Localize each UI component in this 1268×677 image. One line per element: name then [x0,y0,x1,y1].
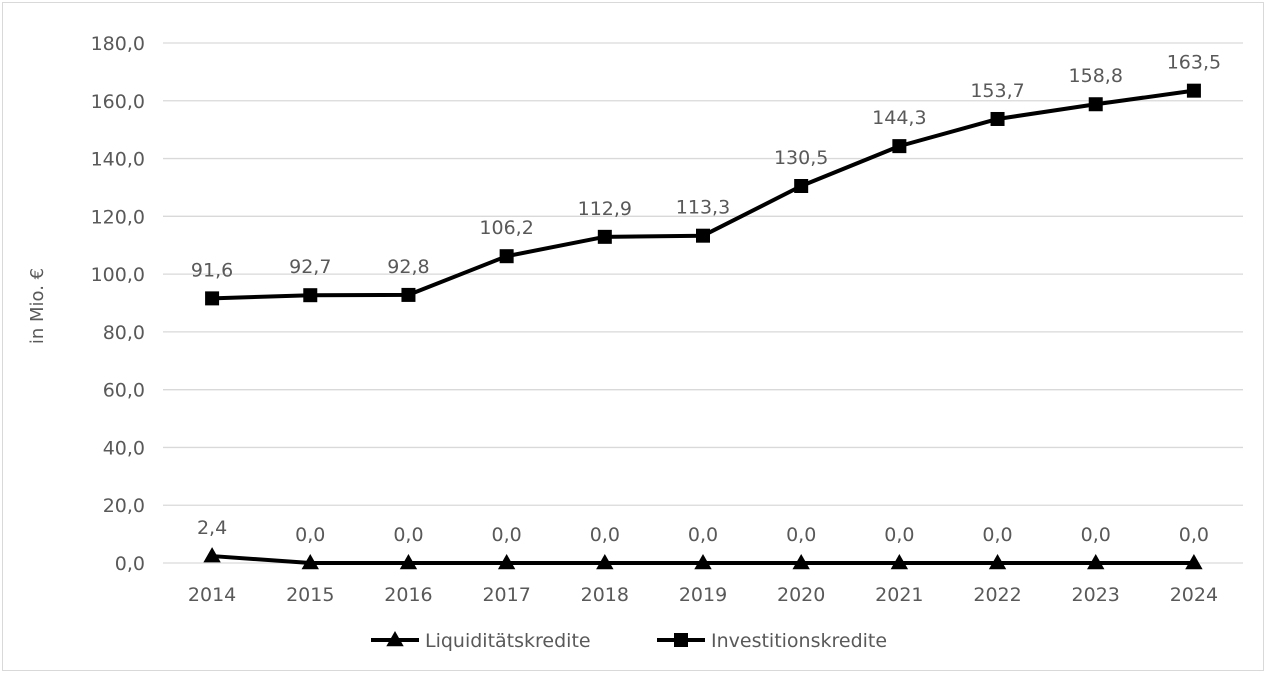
y-tick-label: 120,0 [91,206,145,228]
investitionskredite-data-label: 113,3 [676,197,730,219]
liquiditaetskredite-marker [203,547,221,563]
investitionskredite-data-label: 92,7 [289,256,331,278]
x-tick-label: 2017 [482,584,530,606]
liquiditaetskredite-marker [792,554,810,570]
investitionskredite-data-label: 158,8 [1069,65,1123,87]
investitionskredite-data-label: 144,3 [872,107,926,129]
y-tick-label: 20,0 [103,495,145,517]
y-tick-label: 140,0 [91,149,145,171]
y-tick-label: 100,0 [91,264,145,286]
investitionskredite-marker [205,291,220,306]
x-tick-label: 2021 [875,584,923,606]
x-tick-label: 2016 [384,584,432,606]
liquiditaetskredite-data-label: 0,0 [786,524,816,546]
x-tick-label: 2018 [581,584,629,606]
legend-investitionskredite-marker [674,633,688,647]
investitionskredite-data-label: 163,5 [1167,52,1221,74]
investitionskredite-data-label: 106,2 [479,217,533,239]
y-tick-label: 160,0 [91,91,145,113]
y-tick-label: 40,0 [103,437,145,459]
x-tick-label: 2024 [1170,584,1218,606]
liquiditaetskredite-data-label: 0,0 [590,524,620,546]
y-axis-tick-labels: 0,0 20,0 40,0 60,0 80,0 100,0 120,0 140,0 160,0 1… [91,33,145,575]
line-chart: 0,0 20,0 40,0 60,0 80,0 100,0 120,0 140,0 160,0 1… [27,33,1243,652]
y-tick-label: 80,0 [103,322,145,344]
y-tick-label: 180,0 [91,33,145,55]
data-labels: 2,4 0,0 0,0 0,0 0,0 0,0 0,0 0,0 0,0 0,0 0,0 91,6 92,… [191,52,1221,546]
liquiditaetskredite-marker [988,554,1007,570]
investitionskredite-data-label: 112,9 [578,198,632,220]
investitionskredite-data-label: 153,7 [970,80,1024,102]
y-tick-label: 0,0 [115,553,145,575]
investitionskredite-line [212,88,1195,301]
liquiditaetskredite-data-label: 0,0 [492,524,522,546]
liquiditaetskredite-marker [1087,554,1105,570]
legend-liquiditaetskredite-marker [386,631,404,647]
legend: Liquiditätskredite Investitionskredite [371,630,887,652]
liquiditaetskredite-marker [301,554,319,570]
x-tick-label: 2014 [188,584,236,606]
investitionskredite-marker [401,287,416,302]
x-tick-label: 2022 [973,584,1021,606]
liquiditaetskredite-data-label: 0,0 [688,524,718,546]
x-tick-label: 2019 [679,584,727,606]
liquiditaetskredite-marker [596,554,614,570]
liquiditaetskredite-data-label: 0,0 [884,524,914,546]
y-tick-label: 60,0 [103,380,145,402]
legend-liquiditaetskredite-label: Liquiditätskredite [425,630,591,652]
liquiditaetskredite-data-label: 0,0 [393,524,423,546]
investitionskredite-data-label: 91,6 [191,259,233,281]
investitionskredite-data-label: 130,5 [774,147,828,169]
x-tick-label: 2020 [777,584,825,606]
y-axis-title: in Mio. € [27,268,48,344]
liquiditaetskredite-marker [890,554,909,570]
x-tick-label: 2023 [1072,584,1120,606]
liquiditaetskredite-data-label: 0,0 [982,524,1012,546]
series-layer [203,83,1203,570]
liquiditaetskredite-data-label: 0,0 [1081,524,1111,546]
x-tick-label: 2015 [286,584,334,606]
liquiditaetskredite-marker [399,554,418,570]
liquiditaetskredite-data-label: 0,0 [1179,524,1209,546]
investitionskredite-marker [303,288,318,303]
investitionskredite-marker [696,228,710,243]
investitionskredite-marker [794,179,809,193]
investitionskredite-data-label: 92,8 [387,256,429,278]
liquiditaetskredite-data-label: 2,4 [197,517,227,539]
liquiditaetskredite-marker [497,554,516,570]
investitionskredite-marker [1186,83,1201,98]
investitionskredite-marker [1088,97,1103,112]
liquiditaetskredite-marker [694,554,712,570]
investitionskredite-marker [892,139,907,154]
x-axis-tick-labels: 2014 2015 2016 2017 2018 2019 2020 2021 2022 2023… [188,584,1218,606]
liquiditaetskredite-data-label: 0,0 [295,524,325,546]
legend-investitionskredite-label: Investitionskredite [711,630,887,652]
investitionskredite-marker [499,249,514,264]
investitionskredite-marker [597,229,612,244]
gridlines [163,42,1243,564]
liquiditaetskredite-marker [1185,554,1203,570]
investitionskredite-marker [990,111,1005,126]
